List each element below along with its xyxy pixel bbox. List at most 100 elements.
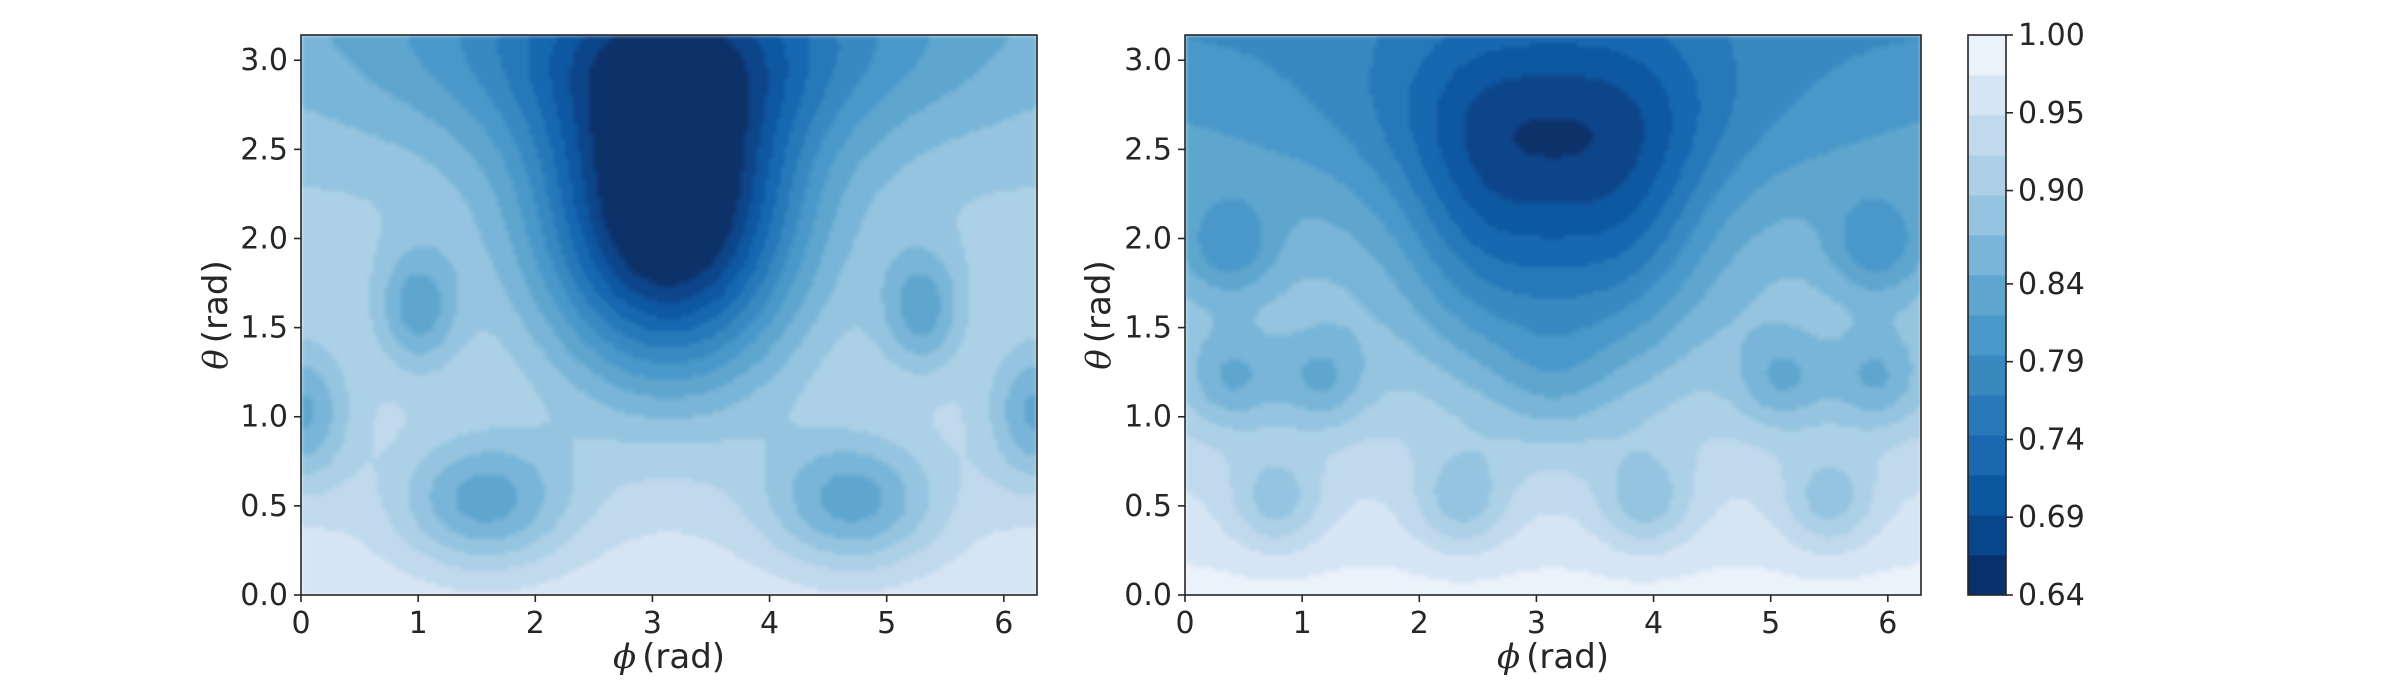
contour-cell: [1009, 111, 1014, 116]
contour-cell: [981, 51, 986, 56]
contour-cell: [537, 99, 542, 104]
contour-cell: [513, 47, 518, 52]
contour-cell: [461, 71, 466, 76]
contour-cell: [405, 67, 410, 72]
contour-cell: [521, 43, 526, 48]
contour-cell: [377, 83, 382, 88]
contour-cell: [357, 91, 362, 96]
contour-cell: [701, 67, 706, 72]
contour-cell: [433, 87, 438, 92]
contour-cell: [521, 63, 526, 68]
contour-cell: [857, 111, 862, 116]
contour-cell: [581, 135, 586, 140]
contour-cell: [341, 79, 346, 84]
contour-cell: [657, 91, 662, 96]
contour-cell: [433, 35, 438, 40]
contour-cell: [529, 83, 534, 88]
contour-cell: [517, 139, 522, 144]
contour-cell: [493, 107, 498, 112]
contour-cell: [385, 111, 390, 116]
contour-cell: [805, 83, 810, 88]
contour-cell: [637, 115, 642, 120]
contour-cell: [601, 119, 606, 124]
contour-cell: [709, 79, 714, 84]
contour-cell: [813, 135, 818, 140]
contour-cell: [961, 91, 966, 96]
contour-cell: [421, 119, 426, 124]
contour-cell: [465, 39, 470, 44]
contour-cell: [993, 107, 998, 112]
contour-cell: [589, 111, 594, 116]
contour-cell: [857, 83, 862, 88]
contour-cell: [833, 55, 838, 60]
contour-cell: [493, 115, 498, 120]
contour-cell: [317, 127, 322, 132]
contour-cell: [993, 123, 998, 128]
contour-cell: [713, 127, 718, 132]
contour-cell: [465, 135, 470, 140]
contour-cell: [321, 63, 326, 68]
contour-cell: [985, 75, 990, 80]
contour-cell: [497, 63, 502, 68]
contour-cell: [345, 103, 350, 108]
contour-cell: [325, 103, 330, 108]
contour-cell: [1013, 115, 1018, 120]
contour-cell: [617, 79, 622, 84]
contour-cell: [865, 55, 870, 60]
contour-cell: [677, 47, 682, 52]
contour-cell: [1025, 99, 1030, 104]
contour-cell: [441, 67, 446, 72]
contour-cell: [1021, 39, 1026, 44]
contour-cell: [849, 115, 854, 120]
contour-cell: [1009, 123, 1014, 128]
contour-cell: [953, 59, 958, 64]
contour-cell: [697, 91, 702, 96]
contour-cell: [605, 123, 610, 128]
contour-cell: [605, 139, 610, 144]
contour-cell: [845, 43, 850, 48]
contour-cell: [697, 87, 702, 92]
contour-cell: [709, 39, 714, 44]
contour-cell: [321, 99, 326, 104]
contour-cell: [301, 135, 306, 140]
contour-cell: [333, 35, 338, 40]
contour-cell: [1025, 115, 1030, 120]
contour-cell: [969, 79, 974, 84]
contour-cell: [309, 103, 314, 108]
contour-cell: [433, 83, 438, 88]
contour-cell: [873, 123, 878, 128]
contour-cell: [609, 43, 614, 48]
contour-cell: [709, 83, 714, 88]
contour-cell: [381, 63, 386, 68]
contour-cell: [421, 51, 426, 56]
contour-cell: [617, 39, 622, 44]
contour-cell: [441, 139, 446, 144]
contour-cell: [501, 131, 506, 136]
contour-cell: [609, 63, 614, 68]
contour-cell: [741, 131, 746, 136]
contour-cell: [849, 87, 854, 92]
contour-cell: [373, 139, 378, 144]
contour-cell: [629, 39, 634, 44]
contour-cell: [949, 135, 954, 140]
contour-cell: [309, 99, 314, 104]
contour-cell: [329, 99, 334, 104]
contour-cell: [481, 87, 486, 92]
contour-cell: [985, 87, 990, 92]
contour-cell: [617, 51, 622, 56]
contour-cell: [941, 107, 946, 112]
contour-cell: [633, 131, 638, 136]
contour-cell: [573, 139, 578, 144]
contour-cell: [317, 115, 322, 120]
contour-cell: [689, 59, 694, 64]
contour-cell: [753, 75, 758, 80]
contour-cell: [885, 123, 890, 128]
contour-cell: [453, 111, 458, 116]
contour-cell: [489, 55, 494, 60]
contour-cell: [1005, 115, 1010, 120]
contour-cell: [701, 103, 706, 108]
contour-cell: [1021, 111, 1026, 116]
contour-cell: [317, 43, 322, 48]
contour-cell: [757, 135, 762, 140]
contour-cell: [785, 139, 790, 144]
